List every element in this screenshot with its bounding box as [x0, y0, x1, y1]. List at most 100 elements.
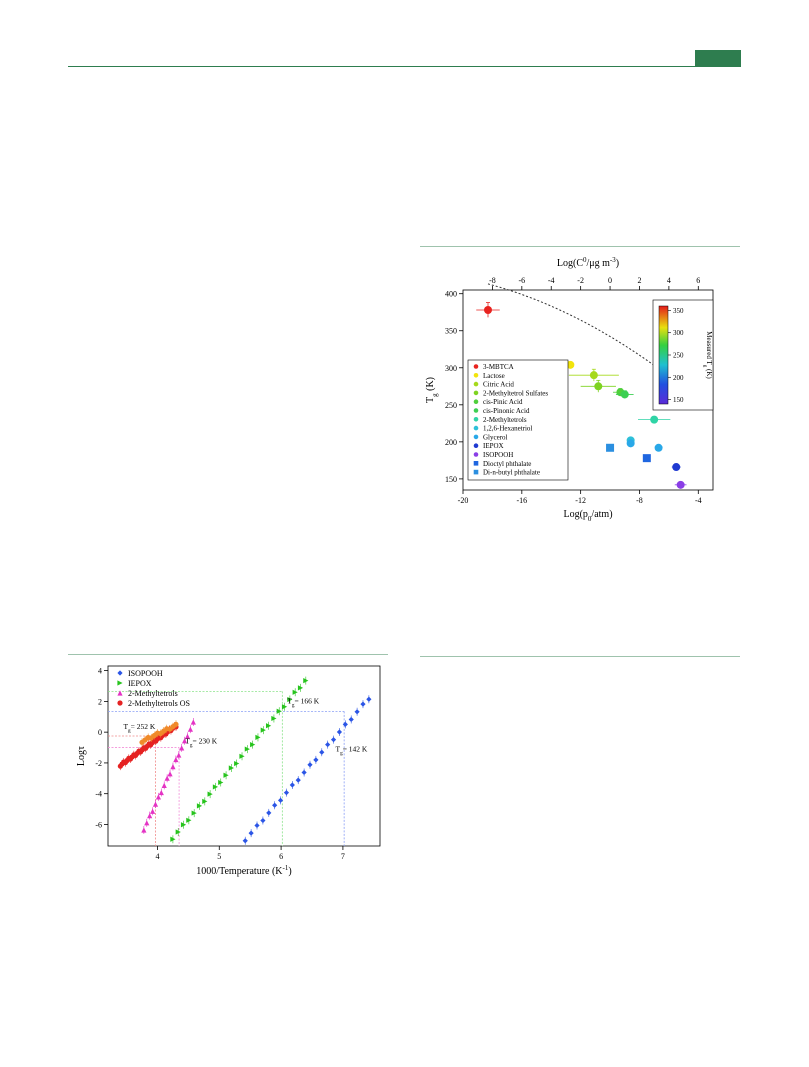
- figure-top-rule-right: [420, 246, 740, 247]
- x-tick-label: -8: [636, 496, 643, 505]
- data-point: [191, 810, 197, 816]
- data-point: [170, 836, 176, 842]
- data-point: [277, 797, 284, 803]
- legend-marker: [473, 443, 479, 448]
- data-point: [283, 790, 290, 796]
- data-point: [366, 696, 372, 702]
- chart2-points: [117, 676, 372, 845]
- legend-label: cis-Pinonic Acid: [483, 407, 530, 415]
- x-tick-label: 7: [341, 852, 345, 861]
- x-tick-label: -20: [458, 496, 469, 505]
- data-point: [202, 798, 208, 804]
- data-point: [175, 829, 181, 835]
- chart1-x-label: Log(p0/atm): [563, 509, 612, 523]
- data-point: [152, 801, 159, 807]
- x-tick-label: 4: [155, 852, 159, 861]
- data-point: [354, 709, 360, 715]
- y-tick-label: 150: [445, 475, 457, 484]
- chart2-axes: 4 5 6 7 -6 -4 -2 0 2 4: [95, 665, 381, 861]
- legend-marker: [117, 670, 123, 676]
- legend-label: Lactose: [483, 372, 505, 380]
- y-tick-label: 2: [98, 697, 102, 706]
- y-tick-label: 350: [445, 327, 457, 336]
- x2-tick-label: 6: [696, 276, 700, 285]
- data-point: [642, 454, 651, 463]
- legend-marker: [473, 425, 479, 431]
- legend-label: ISOPOOH: [128, 669, 163, 678]
- data-point: [295, 777, 301, 783]
- data-point: [141, 827, 147, 833]
- legend-label: Glycerol: [483, 433, 508, 441]
- data-point: [228, 765, 234, 771]
- data-point: [167, 771, 173, 777]
- data-point: [606, 443, 615, 452]
- legend-label: cis-Pinic Acid: [483, 398, 523, 406]
- x-tick-label: 6: [279, 852, 283, 861]
- chart1-points: [476, 302, 687, 489]
- header-rule: [68, 66, 741, 67]
- y-tick-label: 0: [98, 728, 102, 737]
- legend-marker: [117, 700, 123, 706]
- chart1-colorbar: 150 200 250 300 350: [652, 299, 714, 411]
- data-point: [186, 817, 192, 823]
- colorbar-tick-label: 350: [673, 307, 684, 315]
- chart2-x-label: 1000/Temperature (K-1): [196, 864, 291, 877]
- data-point: [242, 838, 248, 844]
- data-point: [589, 371, 598, 380]
- data-point: [255, 734, 261, 740]
- colorbar-gradient: [658, 305, 669, 405]
- legend-label: 2-Methyltetrols OS: [128, 699, 190, 708]
- data-point: [676, 480, 685, 489]
- y-tick-label: -2: [95, 759, 102, 768]
- data-point: [330, 737, 337, 743]
- figure-bottom-rule-right: [420, 656, 740, 657]
- legend-label: 1,2,6-Hexanetriol: [483, 425, 532, 433]
- x2-tick-label: -4: [548, 276, 555, 285]
- data-point: [180, 822, 187, 828]
- legend-label: IEPOX: [128, 679, 152, 688]
- tg-label: Tg= 252 K: [123, 722, 155, 734]
- data-point: [360, 701, 366, 707]
- x2-tick-label: -6: [518, 276, 525, 285]
- data-point: [266, 810, 272, 816]
- tg-label: Tg= 166 K: [287, 697, 319, 709]
- data-point: [176, 752, 182, 758]
- legend-label: Dioctyl phthalate: [483, 460, 531, 468]
- data-point: [147, 813, 153, 819]
- data-point: [325, 741, 331, 748]
- data-point: [484, 306, 492, 314]
- x2-tick-label: 2: [637, 276, 641, 285]
- data-point: [292, 689, 298, 695]
- chart2-tg-guides: [108, 690, 345, 846]
- data-point: [184, 733, 191, 739]
- y-tick-label: 200: [445, 438, 457, 447]
- data-point: [672, 463, 681, 472]
- data-point: [626, 439, 635, 448]
- data-point: [594, 382, 603, 391]
- data-point: [181, 738, 188, 744]
- data-point: [223, 772, 229, 778]
- legend-label: IEPOX: [483, 442, 504, 450]
- chart2-legend: ISOPOOHIEPOX2-Methyltetrols2-Methyltetro…: [117, 669, 190, 708]
- data-point: [566, 360, 575, 369]
- legend-marker: [473, 390, 479, 396]
- legend-marker: [473, 381, 479, 387]
- page-header: [68, 48, 741, 68]
- data-point: [207, 791, 213, 797]
- data-point: [271, 715, 277, 722]
- data-point: [272, 802, 278, 808]
- y-tick-label: 400: [445, 290, 457, 299]
- data-point: [187, 726, 193, 732]
- data-point: [149, 808, 156, 814]
- data-point: [260, 817, 266, 824]
- data-point: [313, 757, 319, 763]
- legend-marker: [473, 364, 479, 369]
- data-point: [303, 678, 309, 684]
- colorbar-tick-label: 300: [673, 329, 684, 337]
- y-tick-label: 300: [445, 364, 457, 373]
- data-point: [620, 390, 629, 399]
- data-point: [234, 760, 240, 767]
- x2-tick-label: 4: [667, 276, 671, 285]
